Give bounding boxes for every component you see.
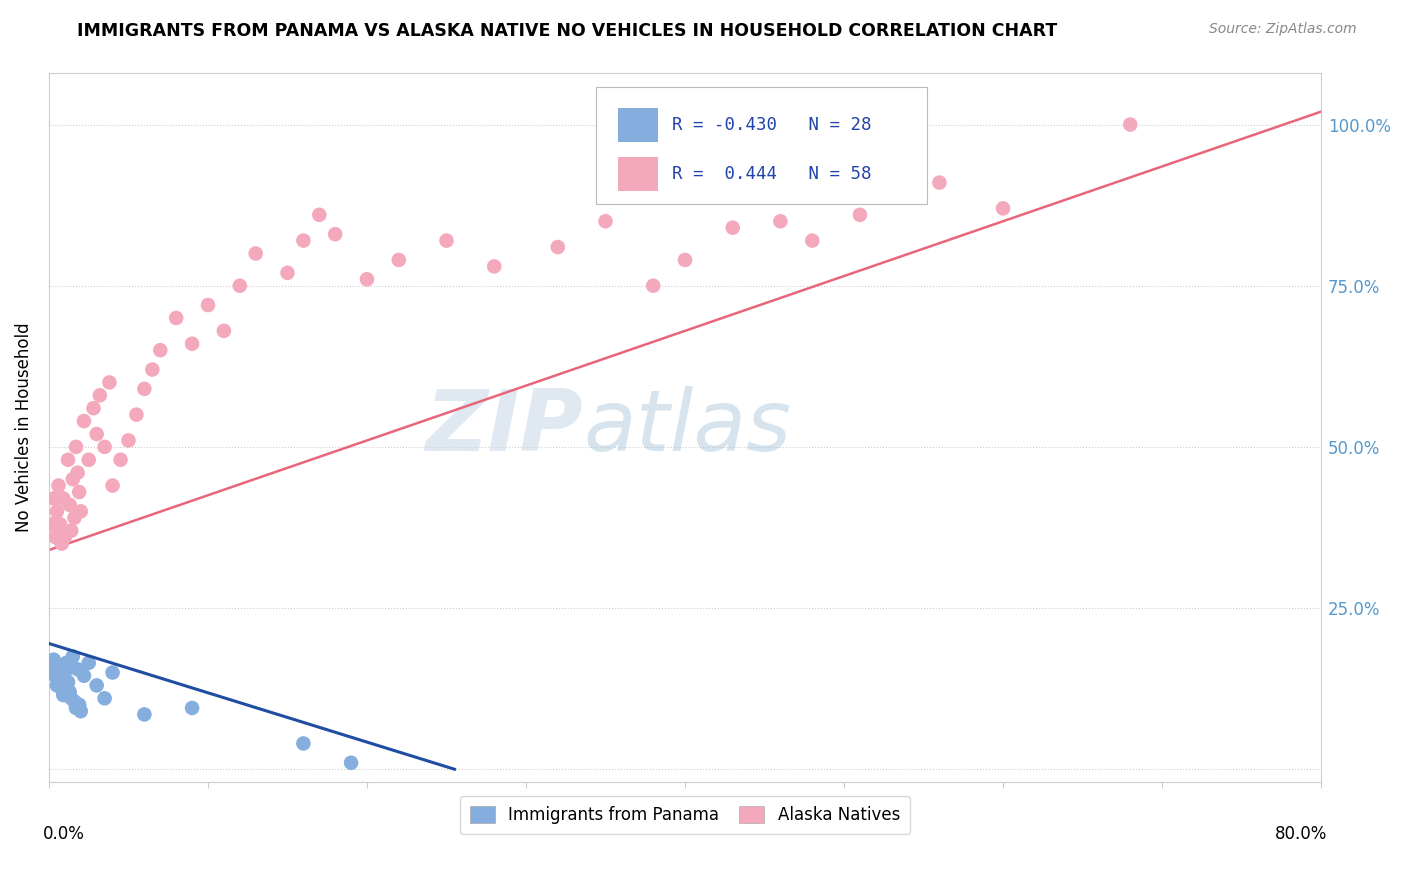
Point xyxy=(197,298,219,312)
Point xyxy=(897,188,920,202)
Point xyxy=(308,208,330,222)
Point xyxy=(89,388,111,402)
Point xyxy=(51,681,73,696)
Bar xyxy=(617,108,658,142)
Text: ZIP: ZIP xyxy=(426,386,583,469)
Text: R = -0.430   N = 28: R = -0.430 N = 28 xyxy=(672,116,872,134)
Point xyxy=(41,517,63,532)
Point xyxy=(52,491,75,506)
Point xyxy=(117,434,139,448)
Point xyxy=(69,504,91,518)
Text: 80.0%: 80.0% xyxy=(1275,825,1327,843)
Point xyxy=(991,202,1014,216)
Legend: Immigrants from Panama, Alaska Natives: Immigrants from Panama, Alaska Natives xyxy=(460,796,910,834)
Bar xyxy=(617,157,658,192)
Point xyxy=(276,266,298,280)
Point xyxy=(60,524,83,538)
Text: Source: ZipAtlas.com: Source: ZipAtlas.com xyxy=(1209,22,1357,37)
Point xyxy=(229,278,252,293)
Point xyxy=(63,694,86,708)
Point xyxy=(292,234,315,248)
Point xyxy=(769,214,792,228)
Point xyxy=(134,382,156,396)
Point xyxy=(48,478,70,492)
Text: atlas: atlas xyxy=(583,386,792,469)
Point xyxy=(356,272,378,286)
Point xyxy=(928,176,950,190)
Point xyxy=(77,656,100,670)
Point xyxy=(66,662,89,676)
Point xyxy=(801,234,824,248)
Point xyxy=(595,214,617,228)
Point xyxy=(101,478,124,492)
Point xyxy=(52,688,75,702)
Point xyxy=(323,227,346,241)
Point xyxy=(165,310,187,325)
Point xyxy=(149,343,172,358)
Point xyxy=(93,691,115,706)
Point xyxy=(82,401,104,416)
Point xyxy=(849,208,872,222)
Point xyxy=(1119,118,1142,132)
Point xyxy=(482,260,505,274)
Point xyxy=(93,440,115,454)
Point xyxy=(49,672,72,686)
Point xyxy=(55,656,77,670)
Point xyxy=(67,698,90,712)
Text: R =  0.444   N = 58: R = 0.444 N = 58 xyxy=(672,165,872,184)
Point xyxy=(62,649,84,664)
Point xyxy=(44,530,66,544)
Text: IMMIGRANTS FROM PANAMA VS ALASKA NATIVE NO VEHICLES IN HOUSEHOLD CORRELATION CHA: IMMIGRANTS FROM PANAMA VS ALASKA NATIVE … xyxy=(77,22,1057,40)
Point xyxy=(436,234,458,248)
Point xyxy=(60,691,83,706)
Point xyxy=(388,252,411,267)
Point xyxy=(41,662,63,676)
Point xyxy=(98,376,121,390)
Point xyxy=(292,736,315,750)
Point xyxy=(101,665,124,680)
Point xyxy=(53,665,76,680)
Point xyxy=(66,466,89,480)
Point xyxy=(141,362,163,376)
Point xyxy=(547,240,569,254)
Point xyxy=(56,675,79,690)
Point xyxy=(63,510,86,524)
Point xyxy=(62,472,84,486)
Point xyxy=(45,504,67,518)
Point xyxy=(125,408,148,422)
Point xyxy=(86,678,108,692)
Point xyxy=(45,678,67,692)
Point xyxy=(59,685,82,699)
Point xyxy=(42,652,65,666)
Point xyxy=(65,440,87,454)
Point xyxy=(643,278,665,293)
Point xyxy=(245,246,267,260)
Point xyxy=(212,324,235,338)
Point xyxy=(77,452,100,467)
Point xyxy=(69,704,91,718)
Point xyxy=(134,707,156,722)
Point xyxy=(65,701,87,715)
FancyBboxPatch shape xyxy=(596,87,927,204)
Point xyxy=(42,491,65,506)
Point xyxy=(110,452,132,467)
Point xyxy=(67,485,90,500)
Point xyxy=(721,220,744,235)
Text: 0.0%: 0.0% xyxy=(42,825,84,843)
Point xyxy=(673,252,696,267)
Point xyxy=(51,536,73,550)
Point xyxy=(59,498,82,512)
Y-axis label: No Vehicles in Household: No Vehicles in Household xyxy=(15,323,32,533)
Point xyxy=(181,336,204,351)
Point xyxy=(86,427,108,442)
Point xyxy=(44,669,66,683)
Point xyxy=(53,530,76,544)
Point xyxy=(181,701,204,715)
Point xyxy=(56,452,79,467)
Point xyxy=(49,517,72,532)
Point xyxy=(340,756,363,770)
Point xyxy=(73,669,96,683)
Point xyxy=(73,414,96,428)
Point xyxy=(48,659,70,673)
